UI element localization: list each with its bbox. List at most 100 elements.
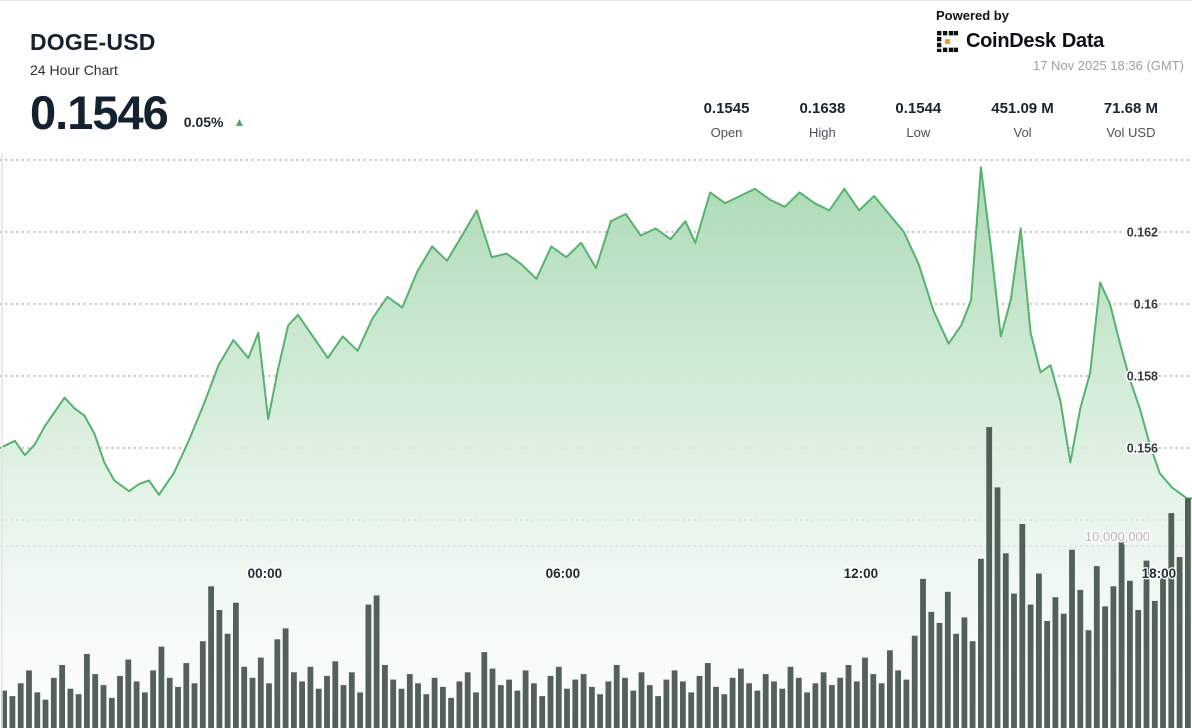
volume-bar xyxy=(1160,571,1166,728)
volume-bar xyxy=(762,674,769,728)
y-axis-price-label: 0.162 xyxy=(1127,226,1158,240)
volume-bar xyxy=(638,672,645,728)
volume-bar xyxy=(382,665,388,728)
volume-bar xyxy=(340,685,347,728)
current-price: 0.1546 xyxy=(30,86,169,139)
y-axis-price-label: 0.156 xyxy=(1127,442,1158,456)
price-area xyxy=(0,167,1192,728)
volume-bar xyxy=(324,675,330,728)
volume-bar xyxy=(142,692,148,728)
volume-bar xyxy=(398,688,405,728)
volume-bar xyxy=(1093,566,1100,728)
volume-bar xyxy=(853,681,860,728)
volume-bar xyxy=(936,622,943,728)
open-label: Open xyxy=(710,125,743,140)
chart-timestamp: 17 Nov 2025 18:36 (GMT) xyxy=(1032,58,1184,73)
volume-bar xyxy=(489,668,496,728)
volume-bar xyxy=(348,672,355,728)
volume-bar xyxy=(431,677,438,728)
volume-bar xyxy=(646,685,653,728)
volume-bar xyxy=(887,650,893,728)
volume-bar xyxy=(746,683,752,728)
volume-bar xyxy=(1036,573,1042,728)
price-line xyxy=(0,166,1192,500)
volume-bar xyxy=(994,487,1001,728)
volume-bar xyxy=(1044,621,1050,728)
volume-bar xyxy=(531,683,537,728)
volume-bar xyxy=(249,677,256,728)
volume-bar xyxy=(895,670,901,728)
coindesk-data-logo[interactable]: CoinDesk Data xyxy=(936,30,1184,53)
volume-bar xyxy=(680,681,686,728)
volume-bar xyxy=(804,692,810,728)
volume-bar xyxy=(555,666,562,728)
volume-axis-label: 10,000,000 xyxy=(1085,529,1150,544)
stat-vol: 451.09 M Vol xyxy=(991,100,1054,140)
volume-bar xyxy=(829,685,835,728)
volume-bar xyxy=(1176,557,1183,728)
volume-bar xyxy=(406,674,413,728)
volume-bar xyxy=(605,681,612,728)
volume-bar xyxy=(663,679,670,728)
x-axis-time-label: 00:00 xyxy=(248,566,283,581)
volume-bar xyxy=(17,683,24,728)
volume-bar xyxy=(738,668,744,728)
vol-value: 451.09 M xyxy=(991,100,1054,117)
volume-bar xyxy=(944,591,951,728)
price-row: 0.1546 0.05% ▲ xyxy=(30,86,245,139)
volume-bar xyxy=(597,694,603,728)
volume-bar xyxy=(233,602,239,728)
volume-bar xyxy=(1151,600,1158,728)
volume-bar xyxy=(547,675,554,728)
volume-bar xyxy=(622,677,628,728)
volume-bar xyxy=(771,681,777,728)
volume-bar xyxy=(514,690,521,728)
volume-bar xyxy=(1052,597,1059,728)
volume-bar xyxy=(158,646,165,728)
volume-bar xyxy=(481,652,488,728)
volume-bar xyxy=(42,699,49,728)
volume-bar xyxy=(721,694,728,728)
low-value: 0.1544 xyxy=(895,100,942,117)
coindesk-brand-text: CoinDesk xyxy=(966,30,1056,52)
x-axis-time-label: 06:00 xyxy=(546,566,581,581)
volume-bar xyxy=(862,657,868,728)
volume-bar xyxy=(704,663,711,728)
volume-bar xyxy=(224,633,231,728)
volume-bar xyxy=(34,692,41,728)
low-label: Low xyxy=(906,125,931,140)
volume-bar xyxy=(613,665,620,728)
volume-bar xyxy=(713,686,719,728)
volume-bar xyxy=(216,610,223,728)
volume-bar xyxy=(696,675,703,728)
volume-bar xyxy=(1102,606,1108,728)
stat-vol-usd: 71.68 M Vol USD xyxy=(1104,100,1158,140)
volume-bar xyxy=(1127,580,1133,728)
coindesk-data-text: Data xyxy=(1061,30,1105,52)
volume-bar xyxy=(108,697,115,728)
vol-usd-label: Vol USD xyxy=(1106,125,1156,140)
volume-bar xyxy=(26,670,32,728)
volume-bar xyxy=(473,692,479,728)
volume-bar xyxy=(282,628,289,728)
volume-bar xyxy=(903,679,910,728)
volume-bar xyxy=(365,604,372,728)
volume-bar xyxy=(266,683,272,728)
volume-bar xyxy=(953,633,959,728)
volume-bar xyxy=(84,654,90,728)
volume-bar xyxy=(448,697,454,728)
chart-subtitle: 24 Hour Chart xyxy=(30,62,118,78)
volume-bar xyxy=(1185,498,1191,728)
volume-bar xyxy=(208,586,214,728)
volume-bar xyxy=(1019,524,1026,728)
volume-bar xyxy=(241,666,248,728)
volume-bar xyxy=(1060,613,1067,728)
volume-bar xyxy=(299,681,305,728)
volume-bar xyxy=(928,611,935,728)
price-change-percent: 0.05% xyxy=(183,114,224,131)
volume-bar xyxy=(1168,513,1175,728)
volume-bar xyxy=(183,663,190,728)
volume-bar xyxy=(125,659,132,728)
volume-bar xyxy=(572,679,579,728)
